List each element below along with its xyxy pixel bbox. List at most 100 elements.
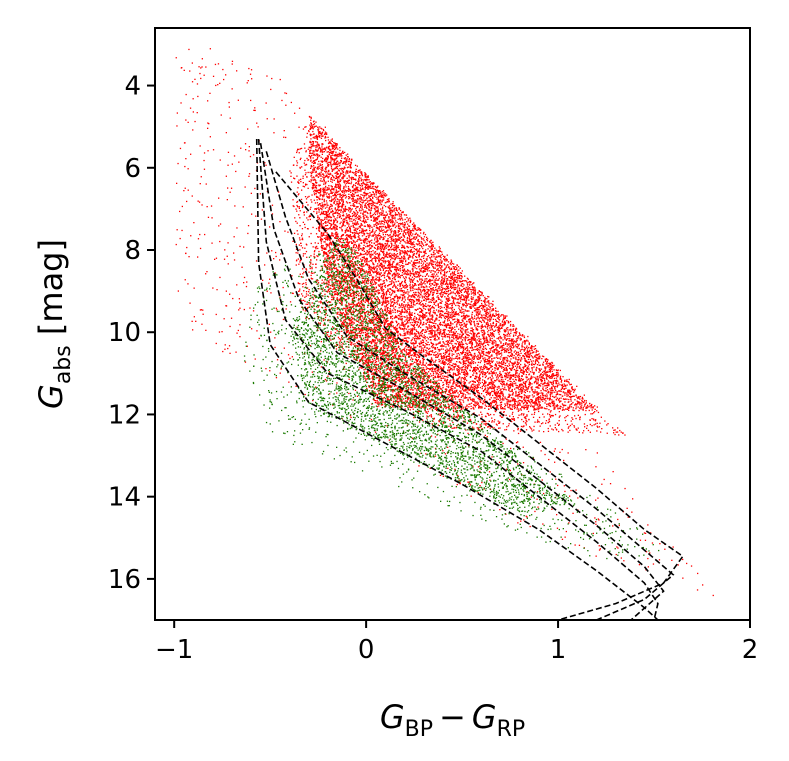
data-point [331, 170, 333, 172]
data-point [431, 375, 433, 377]
data-point [444, 325, 447, 327]
data-point [501, 321, 503, 323]
data-point [563, 405, 565, 407]
data-point [428, 351, 430, 353]
data-point [368, 266, 370, 269]
data-point [521, 405, 523, 408]
data-point [416, 330, 418, 332]
data-point [394, 403, 396, 405]
data-point [422, 289, 424, 291]
data-point [412, 379, 415, 381]
data-point [454, 402, 456, 404]
data-point [427, 364, 430, 366]
data-point [343, 319, 345, 321]
data-point [408, 225, 411, 227]
data-point [567, 406, 569, 408]
data-point [326, 221, 328, 223]
data-point [359, 264, 361, 266]
data-point [362, 194, 364, 196]
data-point [519, 367, 522, 369]
data-point [389, 337, 391, 339]
data-point [425, 397, 428, 399]
data-point [359, 215, 361, 217]
data-point [354, 230, 356, 232]
data-point [453, 289, 455, 291]
data-point [579, 402, 581, 404]
data-point [381, 295, 383, 297]
data-point [418, 399, 420, 401]
data-point [395, 225, 397, 227]
data-point [478, 313, 480, 315]
data-point [439, 371, 441, 374]
data-point [361, 175, 364, 177]
data-point [361, 282, 363, 284]
data-point [474, 291, 476, 293]
data-point [429, 400, 431, 402]
data-point [365, 359, 367, 361]
data-point [351, 176, 353, 178]
data-point [471, 289, 474, 291]
data-point [424, 372, 426, 375]
data-point [381, 292, 383, 295]
data-point [422, 380, 424, 382]
data-point [499, 372, 501, 375]
data-point [590, 407, 592, 409]
data-point [416, 345, 419, 347]
data-point [321, 168, 324, 170]
data-point [510, 381, 512, 383]
data-point [345, 292, 347, 295]
data-point [407, 297, 409, 299]
data-point [561, 379, 563, 381]
data-point [350, 279, 352, 281]
data-point [390, 399, 393, 401]
data-point [399, 288, 401, 290]
data-point [338, 180, 340, 182]
data-point [310, 119, 312, 121]
data-point [445, 325, 448, 327]
data-point [453, 279, 456, 282]
data-point [367, 373, 369, 375]
data-point [372, 203, 374, 206]
data-point [418, 402, 421, 404]
data-point [522, 378, 524, 380]
data-point [465, 331, 467, 333]
data-point [466, 343, 468, 345]
data-point [323, 237, 326, 239]
data-point [344, 157, 347, 159]
data-point [314, 186, 316, 189]
data-point [506, 329, 508, 331]
data-point [391, 282, 393, 284]
data-point [449, 316, 452, 319]
data-point [513, 351, 515, 353]
data-point [336, 258, 338, 260]
data-point [385, 214, 387, 216]
data-point [499, 335, 501, 338]
data-point [488, 373, 490, 375]
data-point [433, 322, 435, 324]
data-point [548, 368, 551, 371]
data-point [439, 405, 441, 407]
data-point [474, 307, 476, 309]
data-point [366, 251, 369, 253]
data-point [479, 406, 481, 408]
data-point [403, 294, 405, 296]
data-point [442, 277, 444, 280]
data-point [494, 318, 497, 321]
data-point [377, 201, 379, 203]
data-point [504, 372, 506, 374]
data-point [347, 334, 349, 337]
data-point [370, 251, 372, 253]
data-point [508, 393, 510, 395]
data-point [424, 338, 426, 340]
data-point [552, 391, 554, 393]
data-point [486, 311, 488, 313]
data-point [551, 381, 553, 384]
data-point [472, 400, 474, 402]
data-point [433, 303, 435, 305]
data-point [443, 258, 445, 260]
data-point [382, 300, 384, 302]
data-point [311, 152, 313, 155]
data-point [337, 210, 339, 212]
data-point [355, 189, 357, 191]
data-point [399, 333, 401, 336]
